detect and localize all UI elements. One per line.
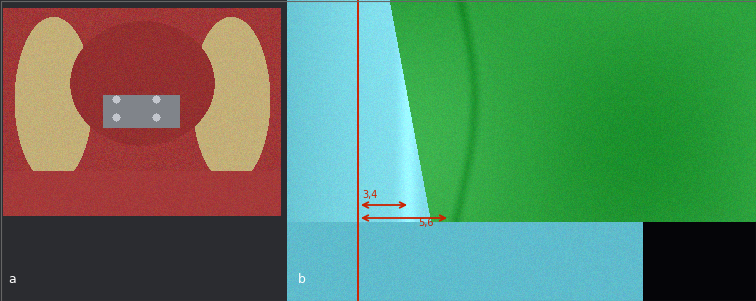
Bar: [287, 0, 756, 301]
Text: a: a: [8, 273, 16, 286]
Text: 5,6: 5,6: [418, 218, 433, 228]
Bar: [0, 0, 287, 301]
Text: b: b: [298, 273, 306, 286]
Text: 3,4: 3,4: [362, 190, 377, 200]
